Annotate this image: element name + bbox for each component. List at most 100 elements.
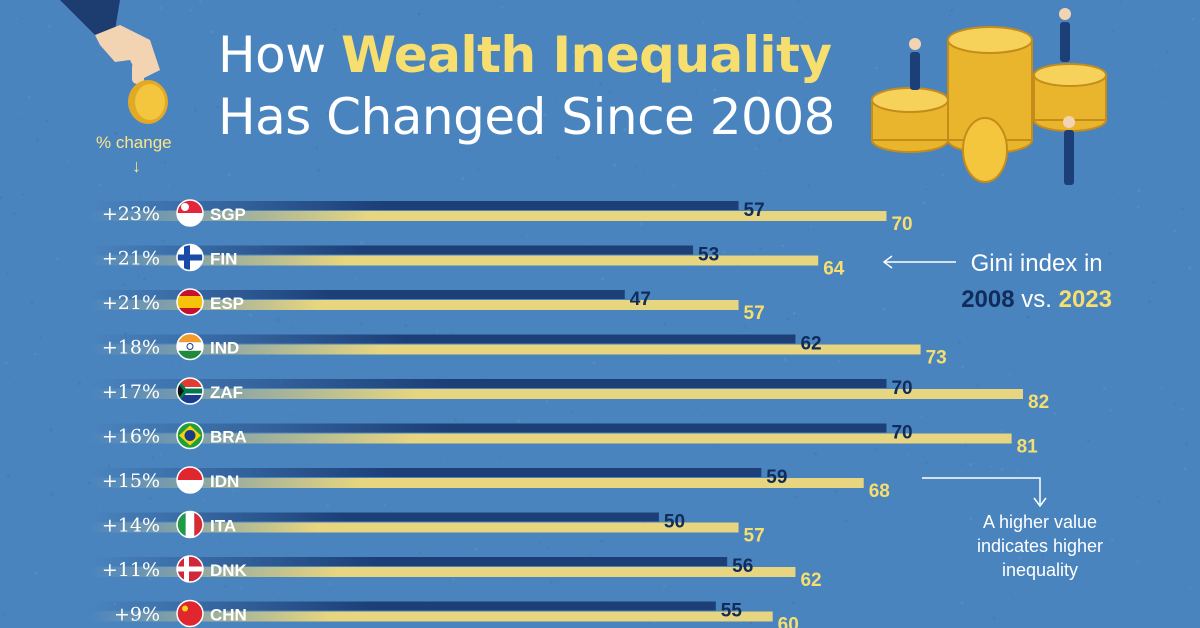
speckle-dot: [127, 310, 130, 313]
bar-2008: [90, 245, 694, 255]
speckle-dot: [656, 54, 660, 58]
value-label-2023: 73: [926, 348, 947, 369]
speckle-dot: [1072, 356, 1074, 358]
speckle-dot: [722, 250, 725, 254]
speckle-dot: [702, 21, 705, 24]
speckle-dot: [1016, 470, 1020, 473]
speckle-dot: [418, 551, 422, 555]
speckle-dot: [902, 80, 904, 82]
speckle-dot: [941, 174, 945, 177]
speckle-dot: [1139, 0, 1141, 2]
speckle-dot: [538, 541, 541, 544]
speckle-dot: [522, 363, 524, 365]
speckle-dot: [574, 489, 576, 492]
speckle-dot: [797, 0, 800, 3]
percent-change-label: +11%: [102, 559, 160, 581]
speckle-dot: [90, 68, 93, 70]
value-label-2023: 60: [778, 615, 799, 628]
speckle-dot: [1185, 442, 1188, 446]
speckle-dot: [769, 66, 771, 68]
bar-2023: [90, 344, 921, 355]
speckle-dot: [451, 331, 455, 335]
speckle-dot: [180, 20, 183, 23]
legend-vs: vs.: [1014, 286, 1059, 313]
bar-2023: [90, 211, 887, 221]
speckle-dot: [451, 577, 455, 581]
speckle-dot: [317, 168, 321, 172]
speckle-dot: [875, 448, 878, 452]
speckle-dot: [270, 354, 274, 357]
speckle-dot: [664, 14, 667, 16]
speckle-dot: [758, 247, 762, 251]
speckle-dot: [771, 589, 773, 591]
value-label-2008: 62: [800, 334, 821, 355]
speckle-dot: [777, 55, 780, 58]
speckle-dot: [580, 156, 583, 159]
speckle-dot: [820, 236, 822, 238]
bar-2023: [90, 300, 739, 310]
speckle-dot: [1046, 516, 1048, 518]
speckle-dot: [331, 367, 333, 369]
speckle-dot: [87, 481, 91, 485]
percent-change-label: +18%: [102, 337, 160, 359]
speckle-dot: [1031, 506, 1033, 508]
bar-2023: [90, 567, 796, 577]
percent-change-label: +9%: [114, 604, 160, 626]
speckle-dot: [757, 144, 761, 148]
speckle-dot: [1109, 409, 1113, 412]
speckle-dot: [227, 172, 232, 177]
speckle-dot: [454, 508, 455, 510]
speckle-dot: [476, 177, 478, 179]
speckle-dot: [747, 53, 750, 56]
annotation-line3: inequality: [1001, 560, 1079, 580]
bar-2008: [90, 201, 739, 210]
speckle-dot: [159, 6, 162, 10]
speckle-dot: [199, 0, 203, 4]
chart-row: 47 57 +21% ESP: [90, 288, 765, 324]
value-label-2023: 82: [1028, 392, 1049, 413]
speckle-dot: [28, 214, 31, 218]
speckle-dot: [1019, 556, 1022, 560]
speckle-dot: [313, 169, 315, 172]
speckle-dot: [353, 626, 354, 628]
speckle-dot: [1136, 205, 1140, 209]
percent-change-label: +15%: [102, 470, 160, 492]
annotation-line1: A higher value: [982, 512, 1098, 532]
speckle-dot: [749, 621, 753, 625]
speckle-dot: [1110, 538, 1114, 542]
speckle-dot: [812, 593, 814, 596]
speckle-dot: [788, 548, 790, 550]
speckle-dot: [802, 1, 804, 3]
speckle-dot: [36, 138, 40, 142]
speckle-dot: [906, 453, 909, 456]
speckle-dot: [791, 545, 794, 547]
speckle-dot: [713, 88, 717, 92]
chart-title: How Wealth Inequality Has Changed Since …: [218, 24, 835, 148]
value-label-2008: 50: [664, 512, 685, 533]
legend-year-2023: 2023: [1058, 286, 1112, 313]
speckle-dot: [219, 493, 221, 495]
speckle-dot: [1118, 198, 1121, 200]
speckle-dot: [330, 220, 333, 223]
bar-2008: [90, 468, 762, 477]
speckle-dot: [1063, 594, 1066, 597]
speckle-dot: [667, 355, 669, 357]
speckle-dot: [239, 330, 241, 333]
speckle-dot: [1034, 356, 1036, 359]
speckle-dot: [600, 539, 604, 543]
speckle-dot: [396, 16, 398, 18]
speckle-dot: [275, 318, 280, 322]
speckle-dot: [0, 196, 2, 199]
speckle-dot: [209, 29, 214, 34]
speckle-dot: [501, 6, 504, 9]
speckle-dot: [987, 488, 989, 489]
speckle-dot: [554, 97, 557, 100]
bar-2023: [90, 255, 819, 266]
speckle-dot: [376, 35, 380, 38]
speckle-dot: [960, 601, 964, 605]
speckle-dot: [304, 61, 306, 63]
speckle-dot: [222, 536, 225, 539]
value-label-2008: 53: [698, 245, 719, 266]
speckle-dot: [319, 600, 321, 601]
speckle-dot: [787, 47, 790, 50]
